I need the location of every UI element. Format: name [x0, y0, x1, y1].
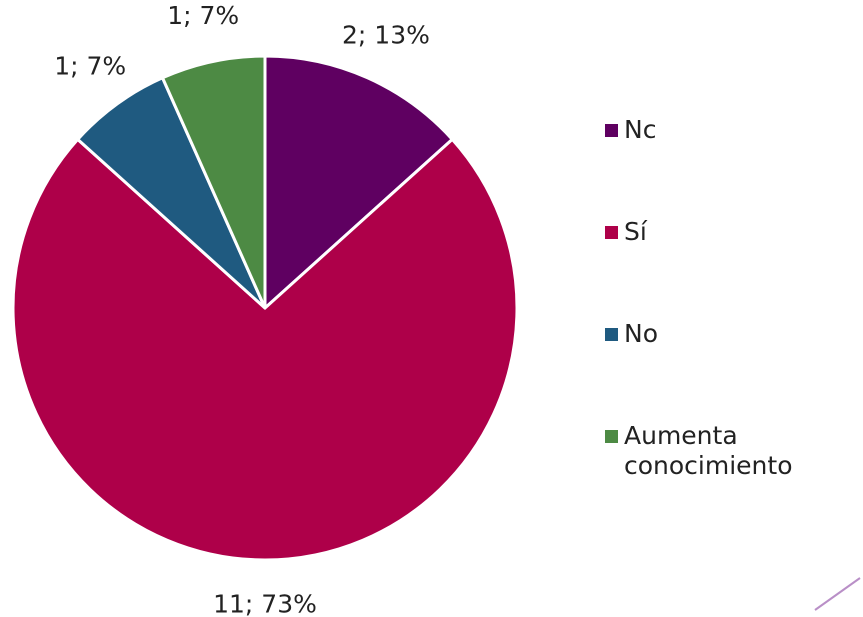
legend-item: Sí — [605, 217, 855, 319]
legend-item: Nc — [605, 115, 855, 217]
legend-label: No — [624, 319, 658, 348]
legend-swatch — [605, 328, 618, 341]
pie-slice — [263, 54, 455, 312]
pie-slice — [11, 137, 519, 562]
data-label: 11; 73% — [213, 589, 317, 617]
data-label: 2; 13% — [342, 20, 430, 49]
data-label: 1; 7% — [54, 51, 126, 80]
pie-slice — [160, 54, 267, 309]
decoration — [814, 577, 861, 611]
legend-item: Aumenta conocimiento — [605, 421, 855, 523]
legend-swatch — [605, 226, 618, 239]
data-label: 1; 7% — [167, 1, 239, 30]
legend-label: Nc — [624, 115, 657, 144]
legend: Nc Sí No Aumenta conocimiento — [605, 115, 855, 523]
legend-item: No — [605, 319, 855, 421]
legend-swatch — [605, 430, 618, 443]
legend-swatch — [605, 124, 618, 137]
legend-label: Aumenta conocimiento — [624, 421, 793, 480]
legend-label: Sí — [624, 217, 647, 246]
